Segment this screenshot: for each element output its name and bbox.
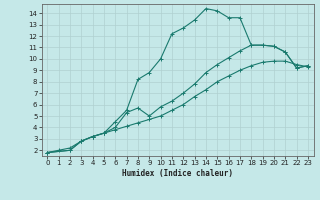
X-axis label: Humidex (Indice chaleur): Humidex (Indice chaleur): [122, 169, 233, 178]
